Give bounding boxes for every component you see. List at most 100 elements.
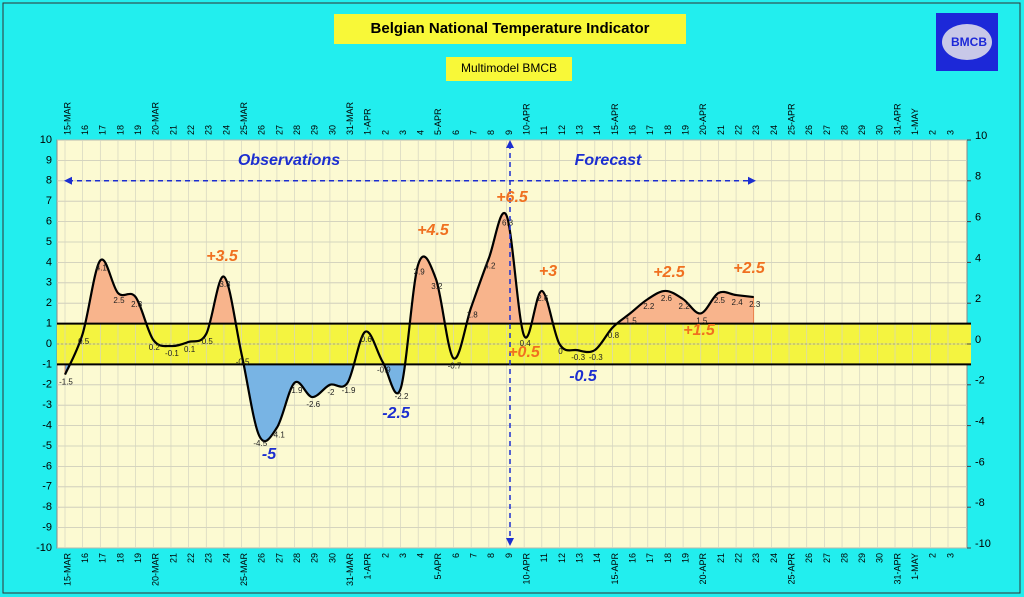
y-tick-label: -3	[42, 399, 52, 411]
x-tick-label: 1-MAY	[910, 553, 920, 580]
x-tick-label: 24	[221, 553, 231, 563]
x-tick-label: 11	[539, 553, 549, 562]
data-label: -0.1	[165, 349, 179, 358]
x-tick-label-top: 31-APR	[892, 103, 902, 135]
annotation: +0.5	[508, 344, 541, 361]
data-label: 0.5	[78, 337, 90, 346]
annotation: Observations	[238, 152, 340, 169]
arrow-head	[506, 140, 514, 148]
y-tick-label: -7	[42, 481, 52, 493]
y-tick-label: 5	[46, 236, 52, 248]
data-label: 2.5	[714, 296, 726, 305]
x-tick-label: 16	[627, 553, 637, 563]
data-label: 2.6	[537, 294, 549, 303]
x-tick-label: 22	[733, 553, 743, 563]
x-tick-label-top: 23	[204, 125, 214, 135]
x-tick-label: 27	[274, 553, 284, 563]
x-tick-label: 12	[557, 553, 567, 563]
y-tick-label: 8	[46, 175, 52, 187]
x-tick-label-top: 15-APR	[610, 103, 620, 135]
x-tick-label-top: 21	[168, 125, 178, 135]
x-tick-label: 2	[380, 553, 390, 558]
x-tick-label-top: 31-MAR	[345, 101, 355, 135]
x-tick-label-top: 28	[292, 125, 302, 135]
data-label: 2.4	[732, 298, 744, 307]
data-label: 1.8	[467, 310, 479, 319]
data-label: 0.6	[361, 335, 373, 344]
x-tick-label: 4	[416, 553, 426, 558]
y-tick-label: -10	[36, 542, 52, 554]
x-tick-label-top: 20-MAR	[151, 101, 161, 135]
data-label: -1.9	[289, 386, 303, 395]
y-tick-label: 1	[46, 318, 52, 330]
x-tick-label: 31-APR	[892, 553, 902, 585]
data-label: 0	[558, 347, 563, 356]
y2-tick-label: -8	[975, 497, 985, 509]
data-label: 4.2	[484, 261, 496, 270]
x-tick-label: 13	[575, 553, 585, 563]
x-tick-label-top: 1-APR	[363, 108, 373, 135]
y2-tick-label: -10	[975, 538, 991, 550]
x-tick-label: 26	[257, 553, 267, 563]
x-tick-label-top: 25-APR	[786, 103, 796, 135]
x-tick-label-top: 18	[115, 125, 125, 135]
x-tick-label: 21	[716, 553, 726, 563]
x-tick-label-top: 11	[539, 126, 549, 135]
x-tick-label: 5-APR	[433, 553, 443, 580]
y-tick-label: 6	[46, 216, 52, 228]
x-tick-label-top: 27	[822, 125, 832, 135]
x-tick-label: 23	[751, 553, 761, 563]
y-tick-label: 9	[46, 154, 52, 166]
data-label: -4.5	[253, 439, 267, 448]
data-label: 3.2	[431, 282, 443, 291]
y-tick-label: 4	[46, 256, 52, 268]
x-tick-label-top: 22	[186, 125, 196, 135]
x-tick-label: 16	[80, 553, 90, 563]
annotation: +3.5	[206, 248, 239, 265]
y2-tick-label: 10	[975, 130, 987, 142]
y-tick-label: -8	[42, 501, 52, 513]
y2-tick-label: -6	[975, 456, 985, 468]
x-tick-label-top: 19	[133, 125, 143, 135]
annotation: -5	[262, 446, 277, 463]
data-label: 0.5	[202, 337, 214, 346]
x-tick-label-top: 23	[751, 125, 761, 135]
arrow-head	[506, 538, 514, 546]
data-label: -2.6	[306, 400, 320, 409]
x-tick-label: 30	[327, 553, 337, 563]
x-tick-label-top: 6	[451, 130, 461, 135]
series-line	[63, 211, 754, 443]
x-tick-label: 8	[486, 553, 496, 558]
y2-tick-label: -4	[975, 416, 985, 428]
x-tick-label: 18	[663, 553, 673, 563]
x-tick-label: 28	[292, 553, 302, 563]
x-tick-label: 15-MAR	[62, 553, 72, 587]
x-tick-label-top: 7	[469, 130, 479, 135]
y-tick-label: -9	[42, 522, 52, 534]
x-tick-label-top: 17	[98, 125, 108, 135]
x-tick-label: 28	[839, 553, 849, 563]
data-label: 0.1	[184, 345, 196, 354]
x-tick-label-top: 16	[627, 125, 637, 135]
data-label: -0.3	[589, 353, 603, 362]
data-label: 2.6	[661, 294, 673, 303]
x-tick-label-top: 1-MAY	[910, 108, 920, 135]
x-tick-label-top: 2	[928, 130, 938, 135]
x-tick-label: 26	[804, 553, 814, 563]
data-label: 0.4	[520, 339, 532, 348]
x-tick-label-top: 21	[716, 125, 726, 135]
data-label: 1.5	[626, 317, 638, 326]
x-tick-label-top: 30	[327, 125, 337, 135]
x-tick-label-top: 27	[274, 125, 284, 135]
data-label: 2.3	[131, 300, 143, 309]
annotation: -0.5	[569, 368, 598, 385]
x-tick-label: 31-MAR	[345, 553, 355, 587]
x-tick-label: 24	[769, 553, 779, 563]
x-tick-label-top: 20-APR	[698, 103, 708, 135]
x-tick-label: 23	[204, 553, 214, 563]
x-tick-label-top: 3	[945, 130, 955, 135]
y-tick-label: -6	[42, 460, 52, 472]
data-label: 2.3	[749, 300, 761, 309]
x-tick-label: 22	[186, 553, 196, 563]
